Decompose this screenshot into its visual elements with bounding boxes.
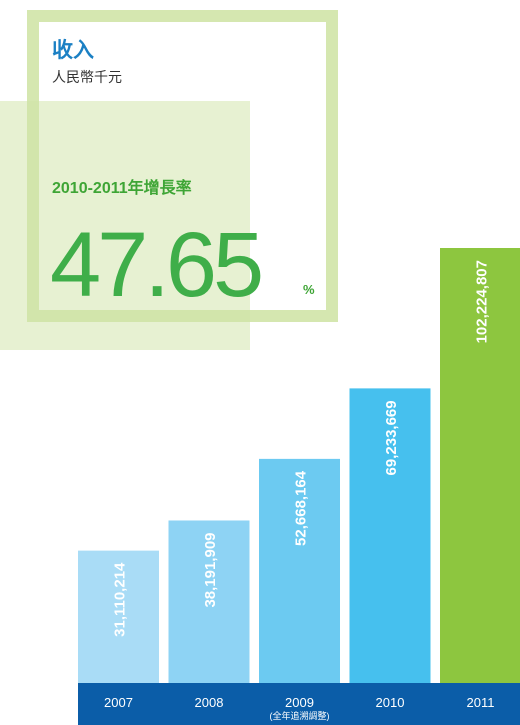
growth-label: 2010-2011年增長率: [52, 178, 192, 197]
bar: [259, 458, 340, 683]
bar: [78, 550, 159, 683]
overlay-box: [0, 101, 250, 350]
x-tick-label: 2007: [104, 695, 133, 710]
x-tick-label: 2008: [195, 695, 224, 710]
x-tick-label: 2009: [285, 695, 314, 710]
bar: [349, 388, 431, 683]
bar: [440, 248, 520, 683]
value-label: 38,191,909: [202, 532, 219, 607]
category-note: (全年追溯調整): [270, 710, 330, 721]
x-tick-label: 2011: [467, 695, 495, 710]
bar: [168, 520, 250, 683]
value-label: 69,233,669: [383, 400, 400, 475]
growth-value: 47.65: [50, 214, 261, 316]
value-label: 52,668,164: [293, 470, 310, 546]
growth-unit: %: [303, 282, 315, 297]
chart-subtitle: 人民幣千元: [52, 69, 122, 85]
chart-title: 收入: [52, 38, 94, 62]
value-label: 31,110,214: [112, 562, 129, 637]
category-band: [78, 683, 520, 725]
value-label: 102,224,807: [474, 260, 491, 343]
x-tick-label: 2010: [376, 695, 405, 710]
